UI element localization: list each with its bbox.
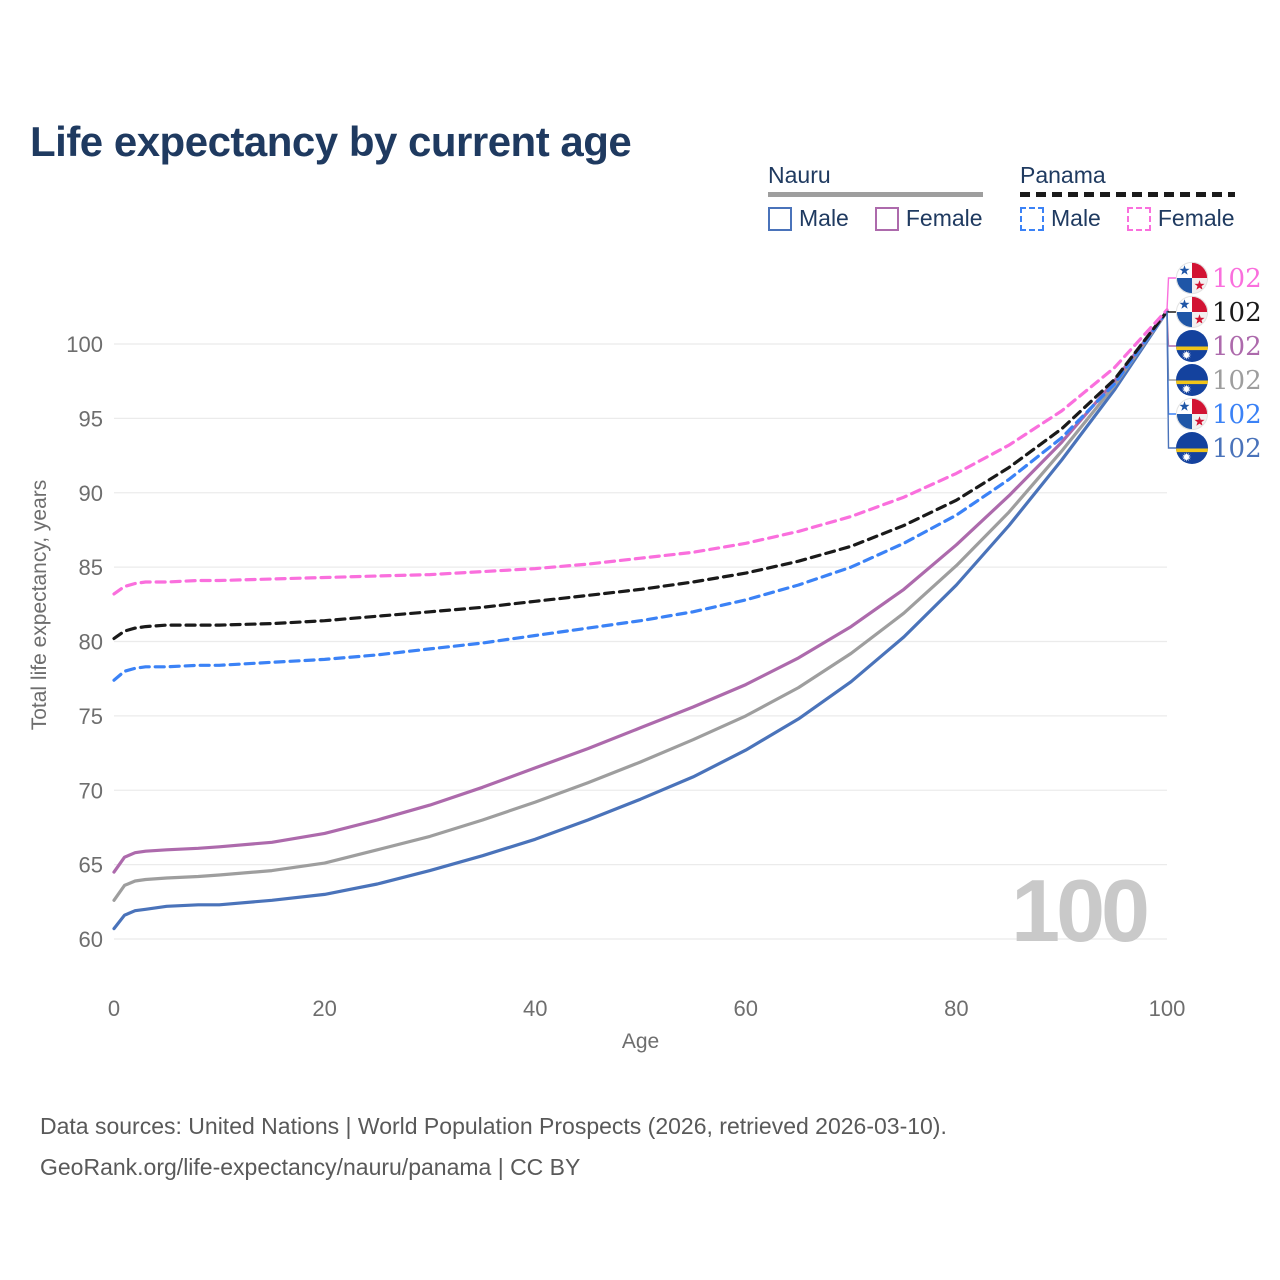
legend-item-nauru-male: Male — [768, 205, 849, 232]
y-tick-label: 90 — [79, 481, 103, 506]
series-line-panama-both-sexes — [112, 309, 1169, 641]
panama-male-swatch-icon — [1020, 206, 1044, 231]
x-tick-label: 0 — [108, 996, 120, 1021]
nauru-flag-icon — [1176, 330, 1208, 362]
legend-item-panama-male: Male — [1020, 205, 1101, 232]
nauru-flag-icon — [1176, 364, 1208, 396]
nauru-female-swatch-icon — [874, 206, 899, 231]
legend-label: Female — [905, 205, 983, 231]
y-tick-label: 100 — [66, 332, 103, 357]
georank-url-text: GeoRank.org/life-expectancy/nauru/panama… — [40, 1154, 581, 1180]
y-tick-label: 95 — [79, 406, 103, 431]
end-value-label: 102 — [1212, 332, 1262, 362]
x-tick-label: 40 — [523, 996, 547, 1021]
end-value-label: 102 — [1212, 400, 1262, 430]
panama-female-swatch-icon — [1126, 206, 1151, 231]
series-line-nauru-female — [112, 309, 1169, 874]
y-tick-label: 85 — [79, 555, 103, 580]
series-line-panama-female — [112, 308, 1169, 596]
series-line-nauru-male — [112, 309, 1169, 931]
flag-ring — [1175, 261, 1209, 295]
page-title: Life expectancy by current age — [30, 118, 632, 166]
legend-group-panama: Panama Male Female — [1020, 162, 1235, 232]
end-value-label: 102 — [1212, 298, 1262, 328]
series-line-nauru-both-sexes — [112, 309, 1169, 902]
legend-item-nauru-female: Female — [874, 205, 983, 232]
legend-item-panama-female: Female — [1126, 205, 1235, 232]
legend-group-nauru: Nauru Male Female — [768, 162, 983, 232]
series-line-panama-male — [112, 309, 1169, 682]
leader-line — [1166, 311, 1176, 449]
y-tick-label: 65 — [79, 853, 103, 878]
legend-country-panama: Panama — [1020, 162, 1106, 188]
end-value-label: 102 — [1212, 264, 1262, 294]
end-value-label: 102 — [1212, 366, 1262, 396]
age-watermark: 100 — [1011, 861, 1147, 960]
flag-ring — [1175, 295, 1209, 329]
y-tick-label: 70 — [79, 778, 103, 803]
leader-line — [1166, 311, 1176, 347]
footer-attribution: Data sources: United Nations | World Pop… — [40, 1106, 947, 1188]
y-tick-label: 60 — [79, 927, 103, 952]
y-tick-label: 75 — [79, 704, 103, 729]
nauru-line-sample — [768, 192, 983, 197]
leader-line — [1166, 310, 1176, 313]
y-tick-label: 80 — [79, 630, 103, 655]
x-tick-label: 20 — [312, 996, 336, 1021]
legend-country-nauru: Nauru — [768, 162, 831, 188]
x-tick-label: 100 — [1149, 996, 1186, 1021]
legend-label: Male — [1051, 205, 1101, 231]
x-axis-title: Age — [622, 1030, 659, 1053]
end-value-label: 102 — [1212, 434, 1262, 464]
panama-line-sample — [1020, 192, 1235, 197]
legend-label: Male — [799, 205, 849, 231]
legend-label: Female — [1157, 205, 1235, 231]
y-axis-title: Total life expectancy, years — [28, 480, 51, 731]
nauru-male-swatch-icon — [768, 206, 792, 231]
x-tick-label: 60 — [734, 996, 758, 1021]
x-tick-label: 80 — [944, 996, 968, 1021]
nauru-flag-icon — [1176, 432, 1208, 464]
leader-line — [1166, 277, 1176, 310]
flag-ring — [1175, 397, 1209, 431]
data-sources-text: Data sources: United Nations | World Pop… — [40, 1113, 947, 1139]
